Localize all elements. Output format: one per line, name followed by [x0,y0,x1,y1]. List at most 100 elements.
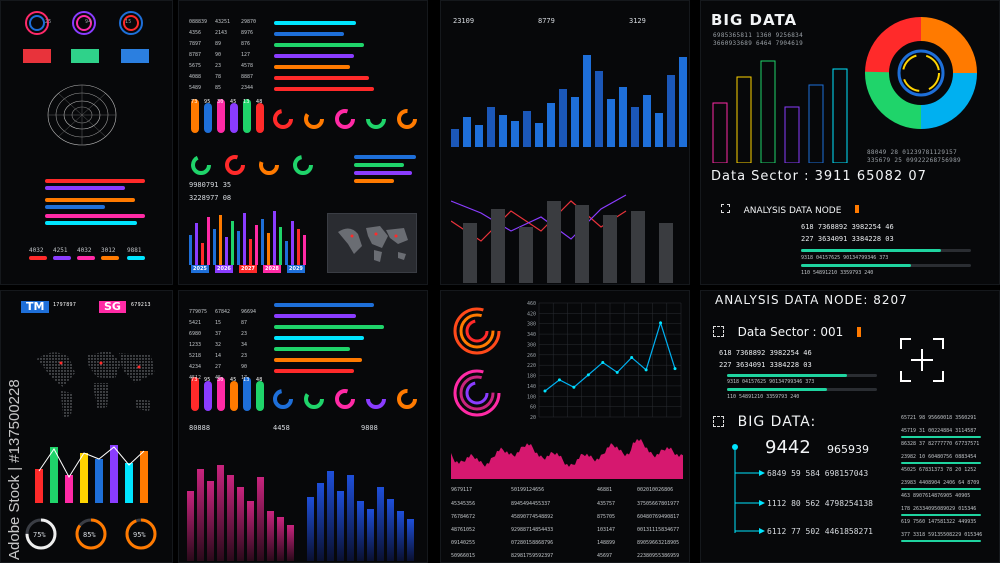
area-chart [451,438,683,479]
tc-vbar [249,239,252,265]
tc-bar-1 [274,21,356,25]
small-num-line-1: 88049 28 01239781129157 [867,149,957,156]
line-point [673,367,677,371]
outlined-bar [760,60,776,163]
trend-line-purple [451,194,627,240]
big-data-title: BIG DATA [711,11,798,29]
tc-cell: 7897 [189,41,202,47]
pill-label-1: 73 [191,99,198,105]
br-row-1: 618 7368892 3982254 46 [719,349,812,357]
analysis-node-row[interactable]: ANALYSIS DATA NODE [721,198,860,217]
blue-bar [679,57,687,147]
blue-bar [523,111,531,147]
colored-bar-line-chart [35,445,148,503]
small-num-line-2: 335679 25 09922268756989 [867,157,961,164]
table-cell: 89059663218905 [637,540,680,546]
right-column-bar [901,514,981,516]
tc-cell: 876 [241,41,251,47]
tree-item-1: 6849 59 584 698157043 [767,469,869,478]
tc-bar-5 [274,65,350,69]
table-cell: 22380955386959 [637,553,680,559]
bc-mag-bar [237,487,244,561]
tree-connector [732,444,765,534]
ring-label-1: 25 [45,19,52,25]
gray-bar [519,227,533,283]
bc-mag-bar [267,511,274,561]
percent-label-85: 85% [83,531,96,539]
tc-vbar [255,225,258,265]
y-tick-label: 340 [527,332,536,338]
y-tick-label: 260 [527,353,536,359]
crosshair-target-icon[interactable] [899,337,945,383]
tc-vbar [273,211,276,265]
stat-line-2: 3228977 08 [189,194,232,202]
table-cell: 76784672 [451,514,476,520]
bc-mag-bar [227,475,234,561]
panel-top-center: 088839 43251 29870 4356 2143 8976 7897 89 876 878… [178,0,428,285]
bl-bar [80,453,88,503]
tree-item-2: 1112 80 562 4798254138 [767,499,873,508]
bc-blue-bar [327,471,334,561]
bottom-number-1: 4032 [29,247,44,254]
ring-gauge-2 [72,11,96,35]
bc-blue-bar [377,487,384,561]
pill-2 [204,103,212,133]
tc-vbar [231,221,234,265]
gray-bar [659,223,673,283]
bc-cell: 27 [215,364,222,370]
map-icon [338,226,408,262]
tc-vbar [279,227,282,265]
tc-cell: 2143 [215,30,228,36]
tc-cell: 4356 [189,30,202,36]
tag-tm: TM [21,301,50,313]
data-sector-row[interactable]: Data Sector : 001 [713,321,861,340]
tc-cell: 4578 [241,63,254,69]
br-row-2: 227 3634091 3384228 03 [719,361,812,369]
h-bar-5 [45,214,145,218]
bl-bar [95,459,103,503]
tc-bar-small-1 [354,155,416,159]
badge-blue [121,49,149,63]
tc-cell: 78 [215,74,222,80]
pill-b-label-4: 45 [230,377,237,383]
blue-bar [643,95,651,147]
line-point [601,360,605,364]
line-point [630,356,634,360]
blue-bar [487,107,495,147]
bc-cell: 32 [215,342,222,348]
right-column-line: 178 26334095089029 015346 [901,506,977,512]
line-point [586,373,590,377]
world-map-thumbnail[interactable] [327,213,417,273]
bottom-number-2: 4251 [53,247,68,254]
blue-bar [631,107,639,147]
right-column-bar [901,436,981,438]
line-point [572,385,576,389]
bc-bar-7 [274,369,354,373]
blue-bar [451,129,459,147]
tc-cell: 2344 [241,85,254,91]
pill-label-2: 95 [204,99,211,105]
percent-label-75: 75% [33,531,46,539]
ring-gauge-3 [119,11,143,35]
bottom-number-5: 9881 [127,247,142,254]
table-header: 50199124656 [511,487,545,493]
br-progress-2-fill [727,388,827,391]
percent-label-95: 95% [133,531,146,539]
bc-mag-bar [187,491,194,561]
bc-mag-bar [277,517,284,561]
ring-gauges [25,11,143,35]
right-column-line: 45025 67831373 78 20 1252 [901,467,977,473]
status-indicator-icon [855,204,860,213]
status-indicator-icon-2 [856,326,861,337]
tc-vbar [243,213,246,265]
tc-vbar [285,241,288,265]
pill-6 [256,103,264,133]
id-line-2: 3660933689 6464 7904619 [713,40,803,47]
bottom-number-3: 4032 [77,247,92,254]
bc-bar-3 [274,325,384,329]
tc-vbar [219,215,222,265]
bl-bar [110,445,118,503]
tc-vbar [303,235,306,265]
bl-bar [50,447,58,503]
pill-b3 [217,377,225,411]
